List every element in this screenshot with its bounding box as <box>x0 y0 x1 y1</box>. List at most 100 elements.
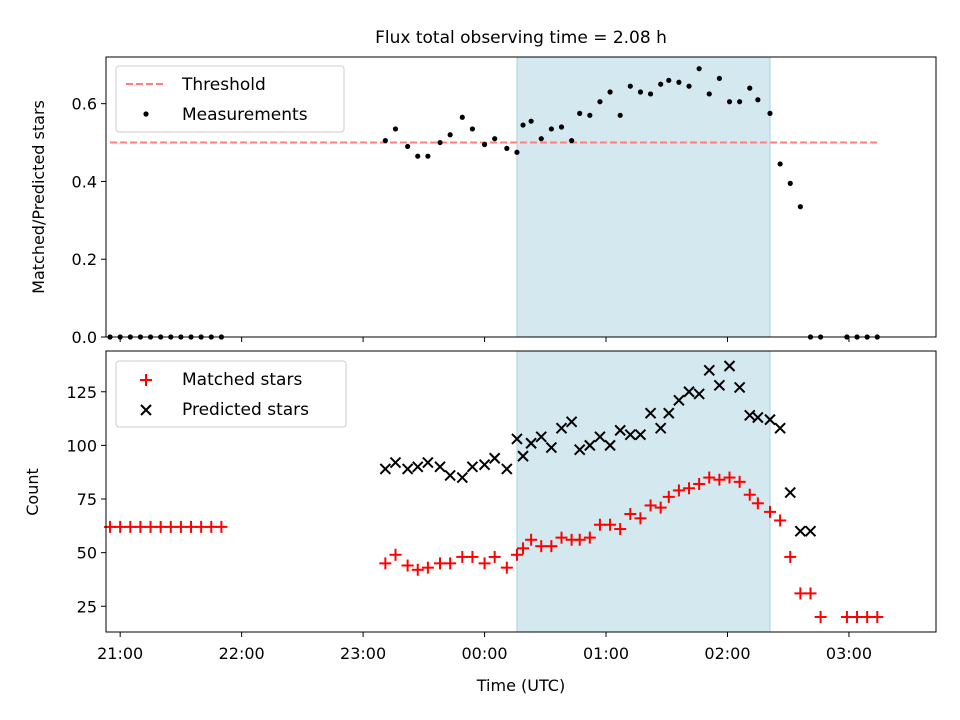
bottom-x-axis: 21:00 22:00 23:00 00:00 01:00 02:00 03:00 <box>97 632 872 663</box>
matched-stars-point <box>174 520 187 533</box>
measurements-point <box>747 85 753 91</box>
legend-measurements-swatch <box>143 111 149 117</box>
measurements-point <box>716 75 722 81</box>
top-highlight-span <box>516 56 771 338</box>
top-x-axis <box>119 337 850 342</box>
predicted-stars-point <box>703 364 715 377</box>
legend-predicted-label: Predicted stars <box>182 400 309 420</box>
predicted-stars-point <box>673 394 685 407</box>
matched-stars-point <box>604 518 617 531</box>
measurements-point <box>392 126 399 132</box>
measurements-point <box>492 136 498 142</box>
matched-stars-point <box>444 557 457 570</box>
matched-stars-point <box>185 520 198 533</box>
predicted-stars-point <box>412 461 424 473</box>
matched-stars-point <box>794 587 807 600</box>
predicted-stars-point <box>488 452 501 464</box>
matched-stars-point <box>144 520 157 533</box>
y-tick-label: 100 <box>66 436 97 455</box>
matched-stars-point <box>535 540 548 553</box>
measurements-point <box>437 139 443 146</box>
measurements-point <box>658 81 664 87</box>
predicted-stars-point <box>555 422 568 434</box>
predicted-stars-point <box>804 525 817 537</box>
matched-stars-point <box>478 557 491 570</box>
bottom-plot-frame <box>105 350 937 633</box>
matched-stars-point <box>510 548 523 561</box>
predicted-stars-point <box>723 360 736 372</box>
predicted-stars-point <box>434 461 446 473</box>
matched-stars-point <box>421 561 434 574</box>
matched-stars-point <box>672 484 685 497</box>
matched-stars-point <box>662 490 675 503</box>
predicted-stars-point <box>644 407 657 419</box>
matched-stars-point <box>555 531 568 544</box>
bottom-highlight-span <box>516 350 771 633</box>
predicted-stars-point <box>713 379 726 392</box>
measurements-point <box>686 83 692 89</box>
matched-stars-point <box>215 520 228 533</box>
bottom-y-axis: 25 50 75 100 125 <box>66 383 106 616</box>
predicted-stars-point <box>574 443 586 456</box>
predicted-stars-point <box>379 463 392 475</box>
matched-stars-point <box>743 488 756 501</box>
matched-stars-point <box>456 550 469 563</box>
measurements-point <box>666 77 672 83</box>
predicted-stars-point <box>693 388 705 400</box>
measurements-point <box>569 138 575 144</box>
y-tick-label: 0.2 <box>72 250 97 269</box>
bottom-legend: Matched stars Predicted stars <box>115 360 347 428</box>
measurements-point <box>520 122 526 128</box>
measurements-point <box>587 112 593 118</box>
x-tick-label: 03:00 <box>826 644 872 663</box>
matched-stars-point <box>164 520 177 533</box>
x-tick-label: 23:00 <box>340 644 386 663</box>
measurements-point <box>767 110 773 116</box>
measurements-point <box>514 149 520 155</box>
predicted-stars-point <box>733 381 746 394</box>
measurements-point <box>548 126 554 132</box>
matched-stars-point <box>379 557 392 570</box>
top-panel: 0.0 0.2 0.4 0.6 Matched/Predicted stars Thr… <box>29 56 937 347</box>
matched-stars-point <box>851 610 864 623</box>
matched-stars-point <box>434 557 447 570</box>
x-tick-label: 02:00 <box>704 644 750 663</box>
measurements-point <box>617 112 623 118</box>
predicted-stars-point <box>535 431 547 443</box>
predicted-stars-point <box>594 431 606 443</box>
predicted-stars-point <box>624 428 637 441</box>
predicted-stars-point <box>614 424 626 437</box>
matched-stars-point <box>814 610 827 623</box>
predicted-stars-point <box>752 411 764 424</box>
measurements-point <box>382 138 388 144</box>
predicted-stars-point <box>525 437 537 449</box>
matched-stars-point <box>205 520 218 533</box>
measurements-point <box>797 204 803 210</box>
chart-title: Flux total observing time = 2.08 h <box>375 28 667 48</box>
predicted-stars-point <box>501 463 513 475</box>
predicted-stars-point <box>422 456 434 469</box>
measurements-point <box>415 153 421 159</box>
predicted-stars-point <box>545 441 558 454</box>
matched-stars-point <box>573 533 586 546</box>
matched-stars-point <box>751 497 764 510</box>
measurements-point <box>447 132 453 138</box>
top-legend: Threshold Measurements <box>115 65 345 133</box>
x-tick-label: 21:00 <box>97 644 143 663</box>
x-tick-label: 01:00 <box>583 644 629 663</box>
matched-stars-point <box>411 563 424 576</box>
measurements-point <box>528 118 534 124</box>
matched-stars-point <box>713 473 726 486</box>
matched-stars-point <box>840 610 853 623</box>
matched-stars-point <box>517 542 530 555</box>
x-tick-label: 00:00 <box>462 644 508 663</box>
legend-predicted-swatch <box>140 404 152 416</box>
y-tick-label: 0.4 <box>72 172 97 191</box>
matched-stars-point <box>614 523 627 536</box>
predicted-stars-point <box>634 428 647 441</box>
y-tick-label: 50 <box>77 544 97 563</box>
matched-stars-point <box>861 610 874 623</box>
y-tick-label: 75 <box>77 490 97 509</box>
measurements-point <box>405 143 411 150</box>
